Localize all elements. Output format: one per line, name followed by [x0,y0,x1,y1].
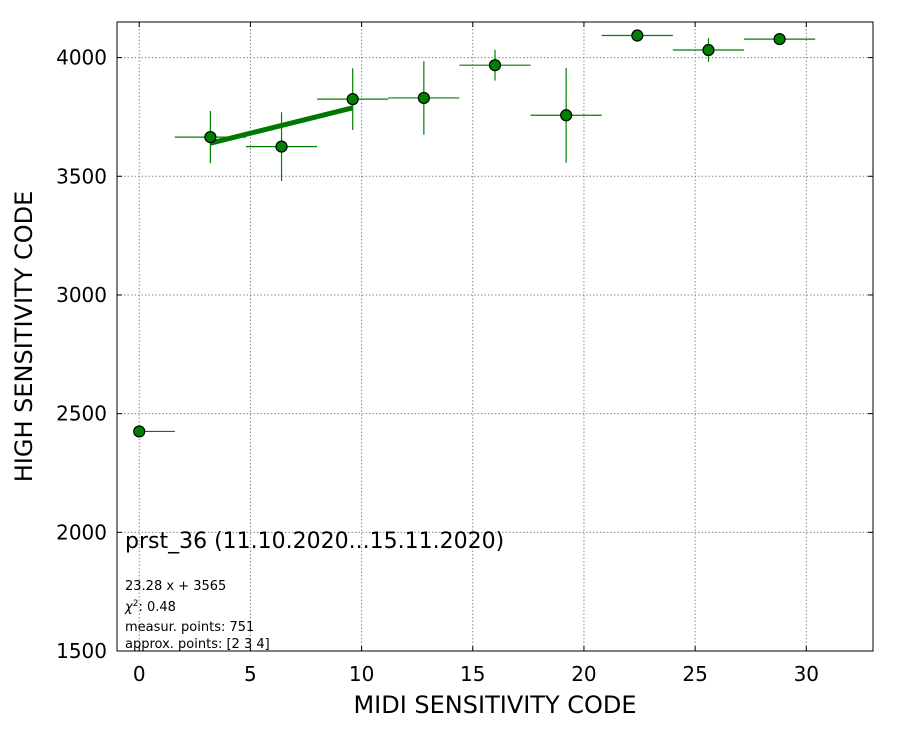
dataset-annotation: prst_36 (11.10.2020...15.11.2020) [125,529,504,554]
data-point [133,425,146,438]
data-point [560,109,573,122]
x-tick-label: 20 [571,662,596,686]
measur-points: measur. points: 751 [125,620,254,635]
chi-symbol: χ [124,600,134,615]
grid [117,22,873,652]
y-axis-title: HIGH SENSITIVITY CODE [10,191,38,483]
x-tick-label: 30 [794,662,819,686]
data-point [204,131,217,144]
data-point [417,91,430,105]
y-tick-label: 2500 [56,402,107,426]
y-tick-label: 3000 [56,283,107,307]
x-tick-label: 10 [349,662,374,686]
fit-equation: 23.28 x + 3565 [125,579,226,594]
approx-points: approx. points: [2 3 4] [125,637,270,652]
x-tick-label: 15 [460,662,485,686]
error-bars [139,34,816,433]
data-point [275,140,288,153]
chi-square-label: χ2: 0.48 [124,599,176,615]
y-tick-label: 2000 [56,520,107,544]
data-point [346,93,359,106]
x-tick-label: 5 [244,662,257,686]
data-point [773,32,786,46]
data-point [488,59,502,72]
y-tick-label: 1500 [56,639,107,663]
x-axis-title: MIDI SENSITIVITY CODE [353,691,636,719]
x-tick-label: 0 [133,662,146,686]
data-point [702,43,715,57]
data-point [631,29,644,42]
chi-square-value: : 0.48 [138,600,175,615]
x-tick-label: 25 [682,662,707,686]
data-points [133,29,786,438]
y-tick-label: 3500 [56,164,107,188]
plot-frame [116,21,874,652]
chi-superscript: 2 [133,599,139,609]
ticks: 0 5 10 15 20 25 30 1500 2000 2500 3000 3500 4000 [56,22,873,686]
y-tick-label: 4000 [56,46,107,70]
